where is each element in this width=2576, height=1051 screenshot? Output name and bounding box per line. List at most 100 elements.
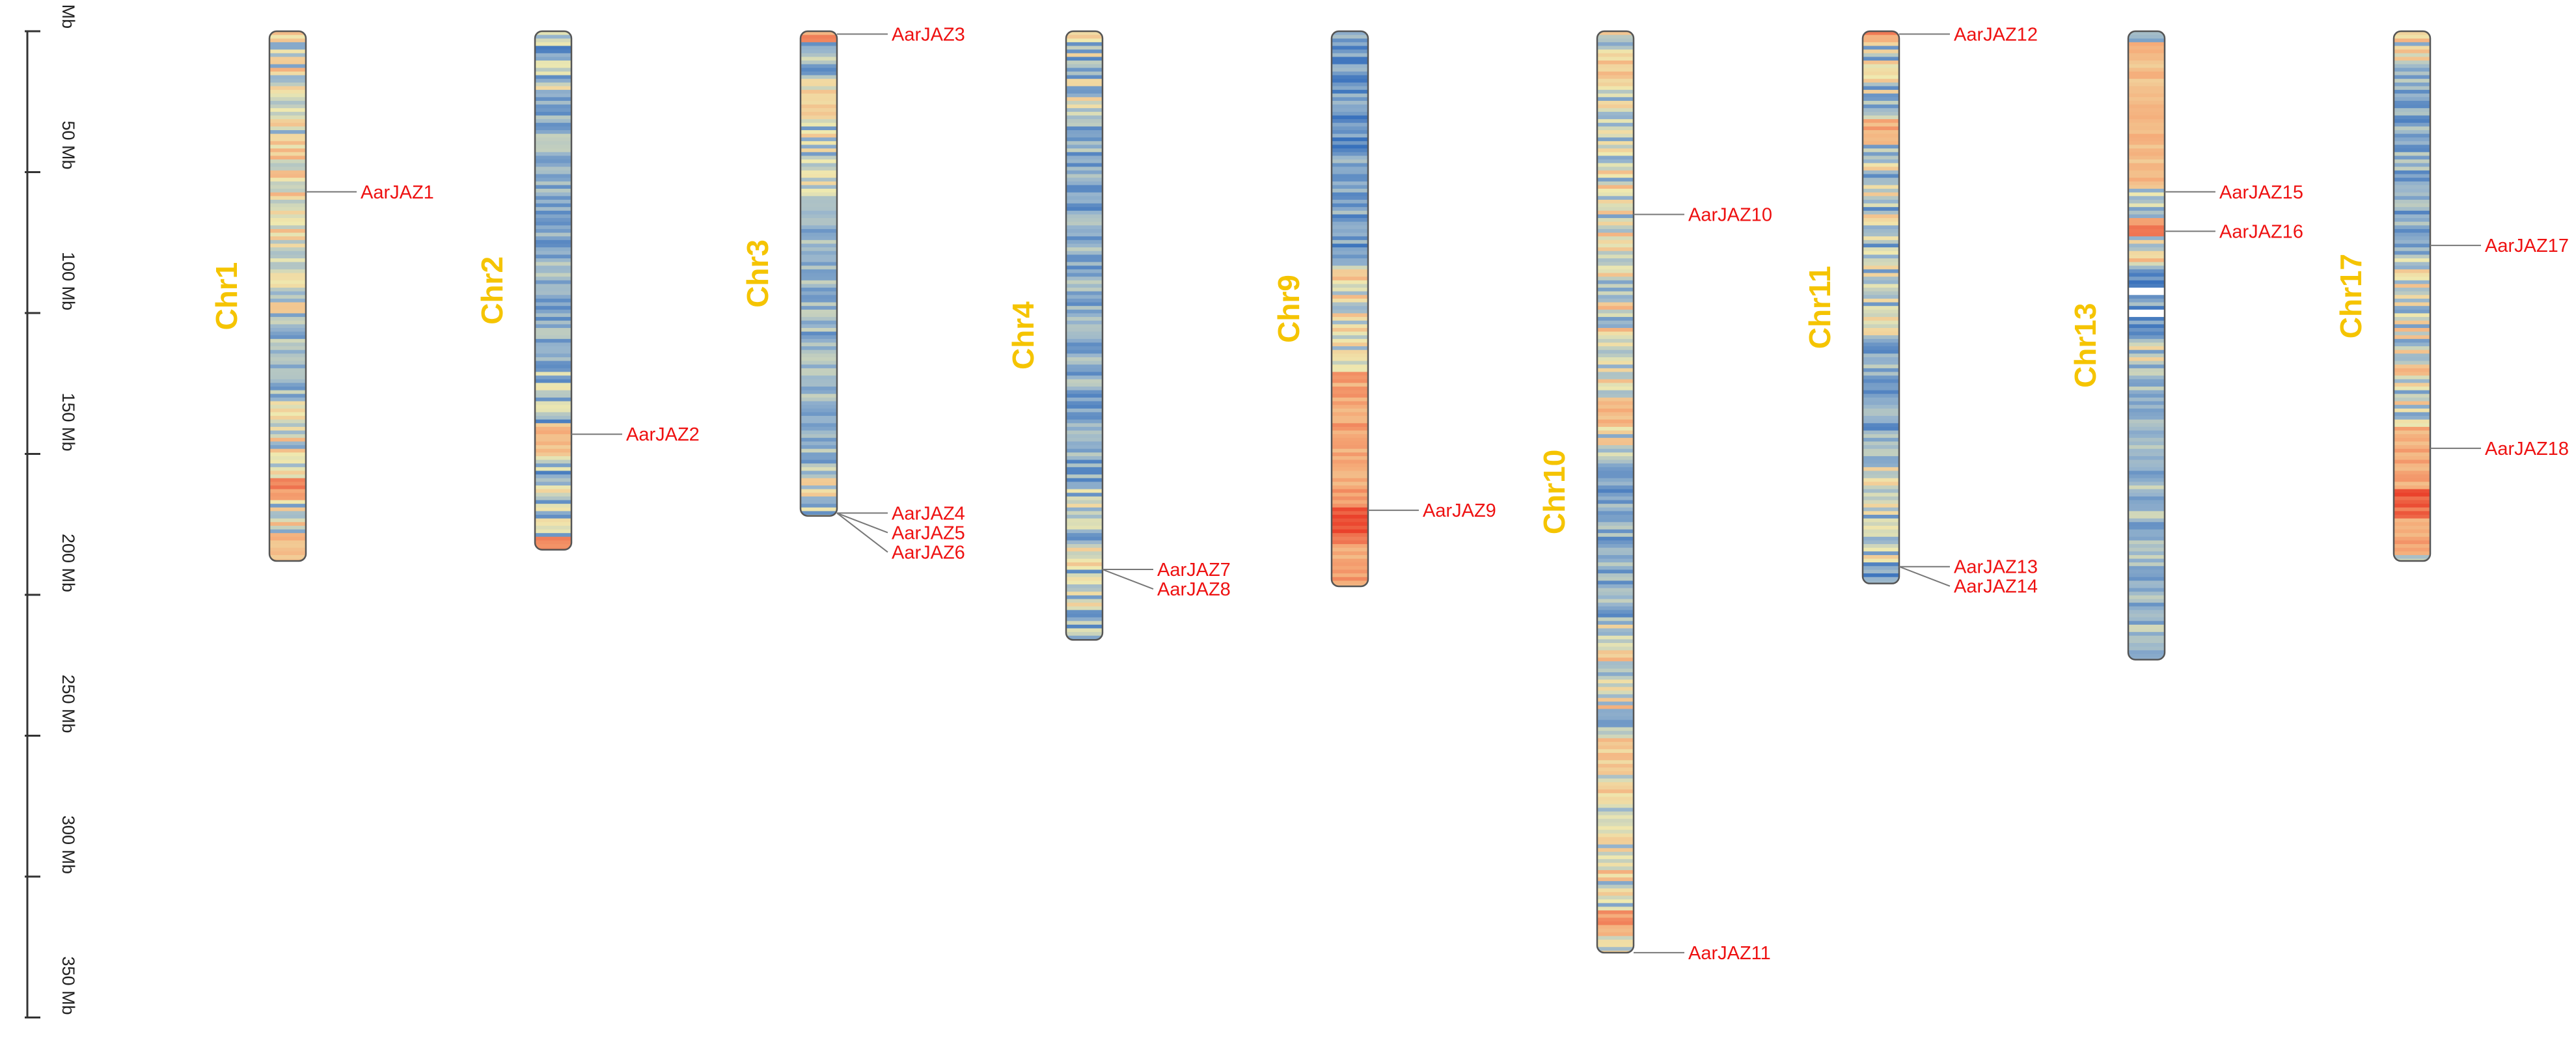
density-band <box>2128 338 2165 344</box>
density-band <box>535 383 571 387</box>
density-band <box>269 185 306 189</box>
density-band <box>2128 408 2165 413</box>
density-band <box>1863 566 1899 571</box>
density-band <box>1863 390 1899 394</box>
density-band <box>1597 910 1634 915</box>
density-band <box>1597 338 1634 344</box>
density-band <box>2394 126 2430 131</box>
density-band <box>1066 262 1103 266</box>
density-band <box>269 130 306 135</box>
density-band <box>801 474 837 479</box>
density-band <box>269 375 306 380</box>
density-band <box>2128 178 2165 182</box>
density-band <box>1597 830 1634 834</box>
density-band <box>1863 38 1899 43</box>
density-band <box>2128 580 2165 585</box>
scale-tick-label: 150 Mb <box>59 392 78 451</box>
density-band <box>801 90 837 94</box>
density-band <box>1863 474 1899 479</box>
density-band <box>2128 192 2165 197</box>
density-band <box>1863 320 1899 325</box>
density-band <box>1066 463 1103 468</box>
density-band <box>535 144 571 149</box>
density-band <box>801 108 837 113</box>
density-band <box>801 320 837 325</box>
density-band <box>535 174 571 178</box>
density-band <box>1066 53 1103 58</box>
density-band <box>801 34 837 39</box>
density-band <box>269 203 306 208</box>
density-band <box>2128 397 2165 402</box>
density-band <box>2128 247 2165 252</box>
density-band <box>535 82 571 87</box>
density-band <box>2394 31 2430 36</box>
density-band <box>535 416 571 420</box>
density-band <box>801 225 837 230</box>
density-band <box>1066 485 1103 490</box>
density-band <box>801 295 837 299</box>
density-band <box>2394 141 2430 146</box>
density-band <box>2394 335 2430 340</box>
density-band <box>1597 687 1634 691</box>
density-band <box>2394 97 2430 102</box>
density-band <box>535 210 571 215</box>
density-band <box>1066 38 1103 43</box>
density-band <box>2128 507 2165 512</box>
density-band <box>535 397 571 402</box>
density-band <box>1066 210 1103 215</box>
density-band <box>2128 547 2165 552</box>
density-band <box>1597 929 1634 933</box>
gene-label: AarJAZ4 <box>892 503 965 524</box>
density-band <box>801 38 837 43</box>
density-band <box>1066 218 1103 223</box>
density-band <box>1597 745 1634 750</box>
density-band <box>2394 349 2430 354</box>
density-band <box>1863 189 1899 193</box>
density-band <box>1066 599 1103 603</box>
density-band <box>1332 269 1368 274</box>
density-band <box>801 192 837 197</box>
density-band <box>2128 437 2165 443</box>
density-band <box>1863 119 1899 124</box>
density-band <box>801 482 837 486</box>
density-band <box>1863 496 1899 501</box>
density-band <box>1332 544 1368 549</box>
density-band <box>2394 163 2430 167</box>
chromosome-label: Chr2 <box>475 256 509 325</box>
density-band <box>535 511 571 515</box>
density-band <box>1597 419 1634 424</box>
density-band <box>1332 331 1368 336</box>
density-band <box>2128 430 2165 435</box>
density-band <box>2128 474 2165 479</box>
density-band <box>801 159 837 164</box>
density-band <box>1863 419 1899 424</box>
density-band <box>1597 580 1634 585</box>
density-band <box>1863 383 1899 387</box>
density-band <box>2394 507 2430 512</box>
density-band <box>269 53 306 58</box>
density-band <box>535 119 571 124</box>
density-band <box>269 349 306 354</box>
gene-leader-line <box>1102 569 1154 590</box>
density-band <box>1066 547 1103 552</box>
density-band <box>2394 71 2430 76</box>
density-band <box>2128 643 2165 648</box>
density-band <box>1332 218 1368 223</box>
density-band <box>1597 236 1634 241</box>
density-band <box>1332 141 1368 146</box>
density-band <box>535 254 571 259</box>
density-band <box>535 320 571 325</box>
density-band <box>269 482 306 486</box>
density-band <box>1332 349 1368 354</box>
chromosome-outline <box>534 30 573 551</box>
density-band <box>1863 93 1899 98</box>
density-band <box>535 262 571 266</box>
density-band <box>1332 361 1368 365</box>
chromosome-label: Chr9 <box>1272 275 1306 343</box>
density-band <box>1332 401 1368 405</box>
density-band <box>1332 214 1368 219</box>
density-band <box>1066 156 1103 160</box>
density-band <box>1332 53 1368 58</box>
scale-tick-label: 300 Mb <box>59 815 78 874</box>
